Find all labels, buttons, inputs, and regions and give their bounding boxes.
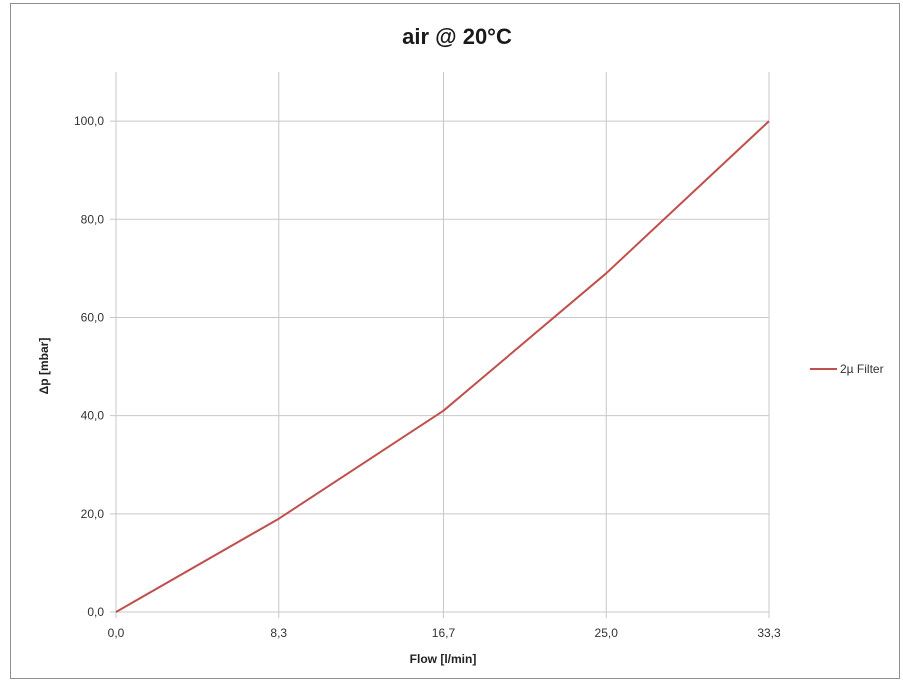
y-tick-label: 0,0 <box>87 605 104 619</box>
y-tick-label: 80,0 <box>81 212 105 226</box>
x-tick-label: 0,0 <box>108 626 125 640</box>
chart-title: air @ 20°C <box>402 24 512 49</box>
x-tick-label: 8,3 <box>270 626 287 640</box>
y-tick-label: 60,0 <box>81 310 105 324</box>
series-layer <box>115 120 770 613</box>
x-tick-label: 33,3 <box>757 626 781 640</box>
series-line <box>115 120 770 613</box>
chart-frame <box>10 3 900 679</box>
x-axis-title: Flow [l/min] <box>410 652 477 666</box>
y-tick-label: 40,0 <box>81 409 105 423</box>
x-tick-label: 16,7 <box>432 626 456 640</box>
grid <box>110 72 770 618</box>
y-axis-title: Δp [mbar] <box>37 338 51 395</box>
tick-labels: 0,0 20,0 40,0 60,0 80,0 100,0 0,0 8,3 16,7 25,0 33… <box>74 114 781 640</box>
y-tick-label: 20,0 <box>81 507 105 521</box>
y-tick-label: 100,0 <box>74 114 104 128</box>
legend: 2µ Filter <box>810 362 884 376</box>
x-tick-label: 25,0 <box>595 626 619 640</box>
legend-label: 2µ Filter <box>840 362 884 376</box>
